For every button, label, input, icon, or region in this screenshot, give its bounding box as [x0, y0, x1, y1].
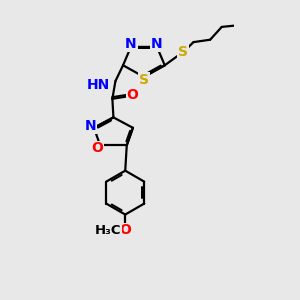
Text: HN: HN	[87, 78, 110, 92]
Text: N: N	[125, 37, 137, 51]
Text: N: N	[151, 37, 163, 51]
Text: S: S	[139, 73, 149, 87]
Text: N: N	[85, 119, 96, 133]
Text: O: O	[126, 88, 138, 103]
Text: O: O	[119, 224, 131, 237]
Text: S: S	[178, 45, 188, 59]
Text: O: O	[92, 141, 103, 155]
Text: H₃C: H₃C	[95, 224, 122, 237]
